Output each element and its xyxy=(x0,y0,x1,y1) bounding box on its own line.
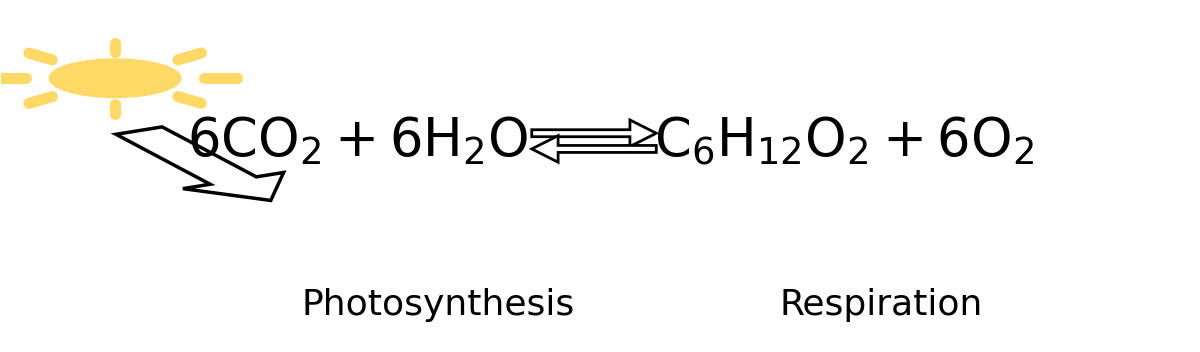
Text: Respiration: Respiration xyxy=(780,288,983,322)
Polygon shape xyxy=(532,136,656,162)
Polygon shape xyxy=(116,127,283,200)
Text: $\mathdefault{6CO_2 + 6H_2O}$: $\mathdefault{6CO_2 + 6H_2O}$ xyxy=(187,115,528,168)
Text: Photosynthesis: Photosynthesis xyxy=(301,288,575,322)
Text: $\mathdefault{C_6H_{12}O_2 + 6O_2}$: $\mathdefault{C_6H_{12}O_2 + 6O_2}$ xyxy=(654,115,1034,168)
Polygon shape xyxy=(532,120,656,146)
Circle shape xyxy=(49,59,181,98)
